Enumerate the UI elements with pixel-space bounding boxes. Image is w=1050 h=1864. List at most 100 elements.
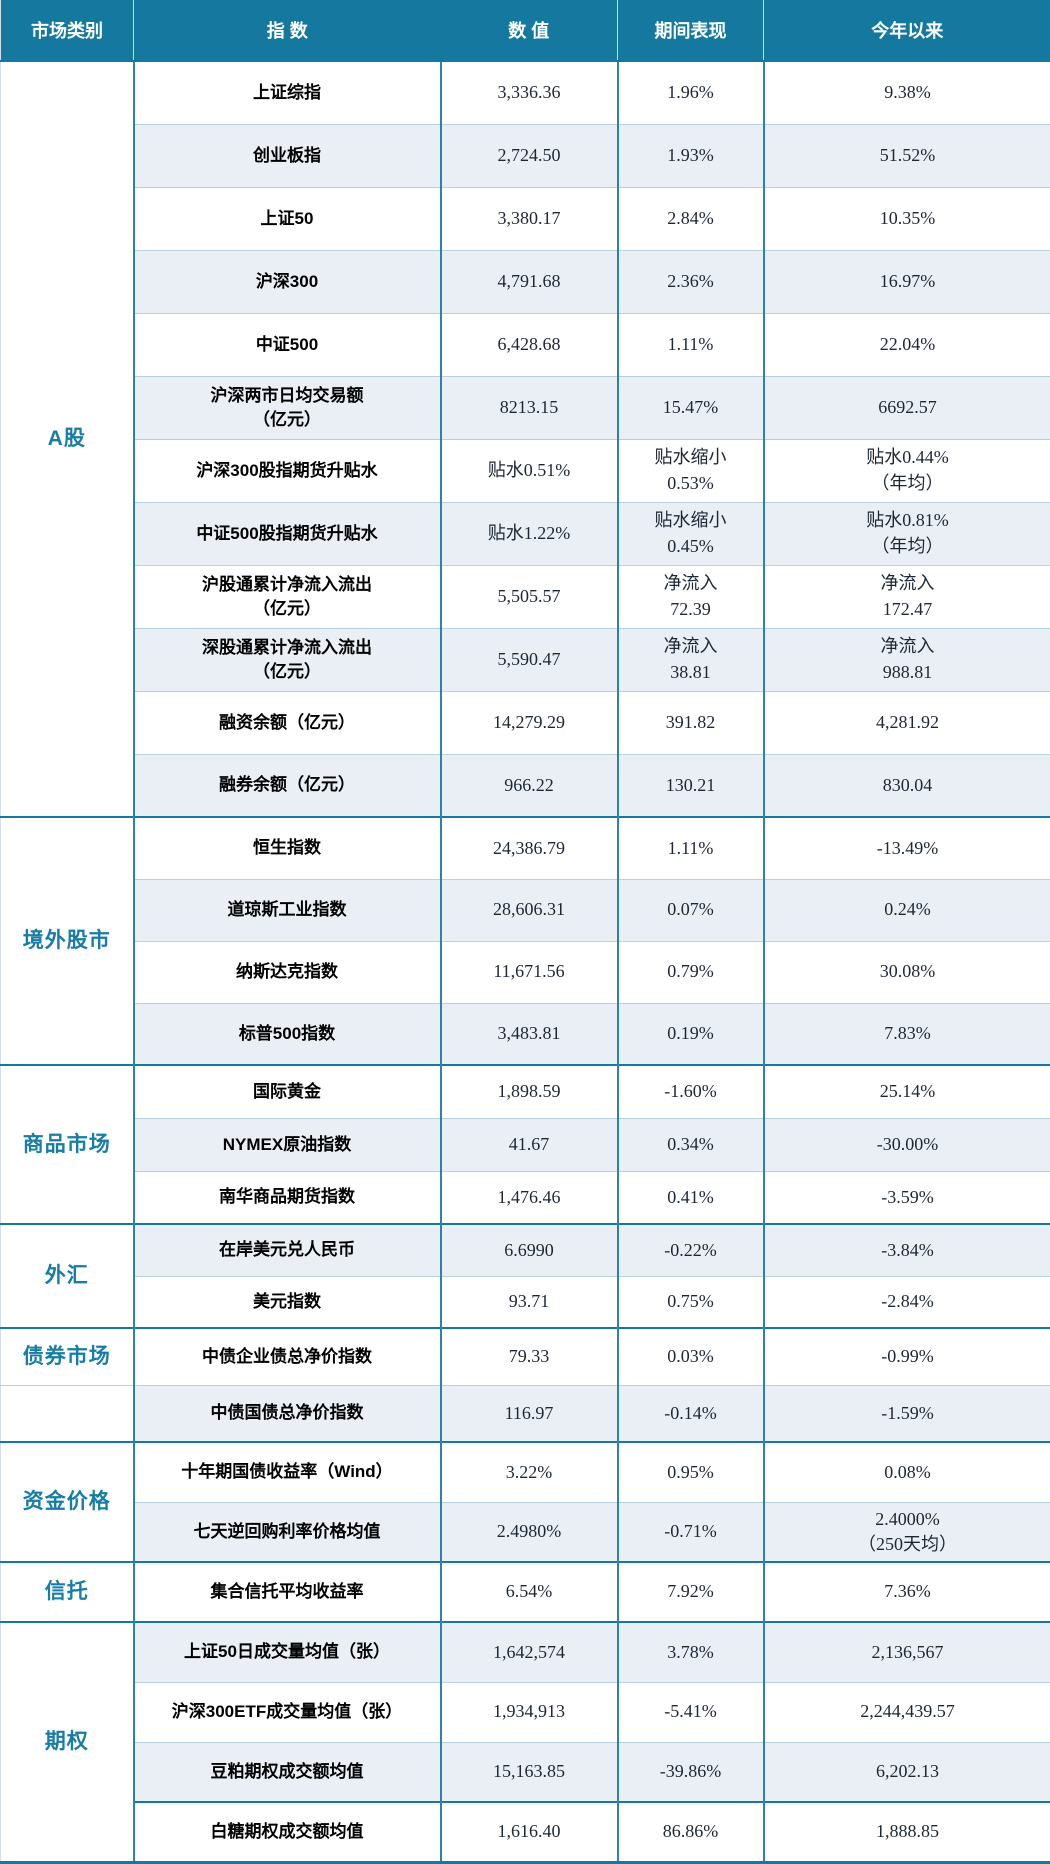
index-cell: 豆粕期权成交额均值 <box>134 1742 441 1802</box>
table-row: 中证500股指期货升贴水贴水1.22%贴水缩小 0.45%贴水0.81% （年均… <box>1 502 1050 565</box>
index-cell: 创业板指 <box>134 124 441 187</box>
ytd-cell: 7.36% <box>764 1562 1050 1622</box>
ytd-cell: 6,202.13 <box>764 1742 1050 1802</box>
index-cell: 标普500指数 <box>134 1003 441 1065</box>
ytd-cell: 净流入 988.81 <box>764 628 1050 691</box>
ytd-cell: 4,281.92 <box>764 691 1050 754</box>
value-cell: 1,934,913 <box>441 1682 618 1742</box>
period-cell: 净流入 72.39 <box>618 565 764 628</box>
value-cell: 14,279.29 <box>441 691 618 754</box>
period-cell: 2.36% <box>618 250 764 313</box>
period-cell: 3.78% <box>618 1622 764 1682</box>
value-cell: 1,476.46 <box>441 1171 618 1224</box>
index-cell: 沪深300ETF成交量均值（张） <box>134 1682 441 1742</box>
index-cell: 沪深两市日均交易额 （亿元） <box>134 376 441 439</box>
index-cell: 集合信托平均收益率 <box>134 1562 441 1622</box>
value-cell: 1,898.59 <box>441 1065 618 1118</box>
index-cell: 沪深300 <box>134 250 441 313</box>
table-row: 资金价格十年期国债收益率（Wind）3.22%0.95%0.08% <box>1 1442 1050 1502</box>
ytd-cell: 贴水0.81% （年均） <box>764 502 1050 565</box>
index-cell: 中债国债总净价指数 <box>134 1385 441 1442</box>
period-cell: 130.21 <box>618 754 764 817</box>
category-cell: 外汇 <box>1 1224 134 1328</box>
ytd-cell: 10.35% <box>764 187 1050 250</box>
value-cell: 93.71 <box>441 1276 618 1328</box>
period-cell: -5.41% <box>618 1682 764 1742</box>
index-cell: 中证500股指期货升贴水 <box>134 502 441 565</box>
ytd-cell: 贴水0.44% （年均） <box>764 439 1050 502</box>
ytd-cell: 22.04% <box>764 313 1050 376</box>
value-cell: 6.54% <box>441 1562 618 1622</box>
col-header-value: 数 值 <box>441 0 618 61</box>
ytd-cell: -3.84% <box>764 1224 1050 1276</box>
table-row: 沪深300ETF成交量均值（张）1,934,913-5.41%2,244,439… <box>1 1682 1050 1742</box>
period-cell: 86.86% <box>618 1802 764 1862</box>
ytd-cell: 2,244,439.57 <box>764 1682 1050 1742</box>
ytd-cell: 25.14% <box>764 1065 1050 1118</box>
value-cell: 2,724.50 <box>441 124 618 187</box>
period-cell: 1.11% <box>618 817 764 879</box>
col-header-period: 期间表现 <box>618 0 764 61</box>
period-cell: 15.47% <box>618 376 764 439</box>
ytd-cell: -0.99% <box>764 1328 1050 1385</box>
ytd-cell: 51.52% <box>764 124 1050 187</box>
col-header-category: 市场类别 <box>1 0 134 61</box>
value-cell: 28,606.31 <box>441 879 618 941</box>
table-header: 市场类别 指 数 数 值 期间表现 今年以来 <box>1 0 1050 61</box>
value-cell: 4,791.68 <box>441 250 618 313</box>
index-cell: 七天逆回购利率价格均值 <box>134 1502 441 1562</box>
period-cell: 1.96% <box>618 61 764 124</box>
index-cell: 恒生指数 <box>134 817 441 879</box>
value-cell: 6.6990 <box>441 1224 618 1276</box>
value-cell: 3,380.17 <box>441 187 618 250</box>
ytd-cell: 830.04 <box>764 754 1050 817</box>
period-cell: 净流入 38.81 <box>618 628 764 691</box>
category-cell: 商品市场 <box>1 1065 134 1224</box>
ytd-cell: 30.08% <box>764 941 1050 1003</box>
ytd-cell: 9.38% <box>764 61 1050 124</box>
col-header-ytd: 今年以来 <box>764 0 1050 61</box>
index-cell: 中债企业债总净价指数 <box>134 1328 441 1385</box>
index-cell: 白糖期权成交额均值 <box>134 1802 441 1862</box>
ytd-cell: 6692.57 <box>764 376 1050 439</box>
index-cell: 沪股通累计净流入流出 （亿元） <box>134 565 441 628</box>
category-cell: 债券市场 <box>1 1328 134 1385</box>
section-资金价格: 资金价格十年期国债收益率（Wind）3.22%0.95%0.08%七天逆回购利率… <box>1 1442 1050 1562</box>
value-cell: 1,642,574 <box>441 1622 618 1682</box>
value-cell: 5,505.57 <box>441 565 618 628</box>
period-cell: 1.11% <box>618 313 764 376</box>
category-cell: 资金价格 <box>1 1442 134 1562</box>
period-cell: -0.14% <box>618 1385 764 1442</box>
period-cell: 0.03% <box>618 1328 764 1385</box>
index-cell: 深股通累计净流入流出 （亿元） <box>134 628 441 691</box>
period-cell: 391.82 <box>618 691 764 754</box>
value-cell: 11,671.56 <box>441 941 618 1003</box>
value-cell: 3.22% <box>441 1442 618 1502</box>
value-cell: 贴水1.22% <box>441 502 618 565</box>
ytd-cell: 0.08% <box>764 1442 1050 1502</box>
ytd-cell: 1,888.85 <box>764 1802 1050 1862</box>
value-cell: 3,336.36 <box>441 61 618 124</box>
period-cell: 贴水缩小 0.45% <box>618 502 764 565</box>
index-cell: 南华商品期货指数 <box>134 1171 441 1224</box>
value-cell: 41.67 <box>441 1118 618 1171</box>
category-cell: 境外股市 <box>1 817 134 1065</box>
index-cell: NYMEX原油指数 <box>134 1118 441 1171</box>
period-cell: 7.92% <box>618 1562 764 1622</box>
